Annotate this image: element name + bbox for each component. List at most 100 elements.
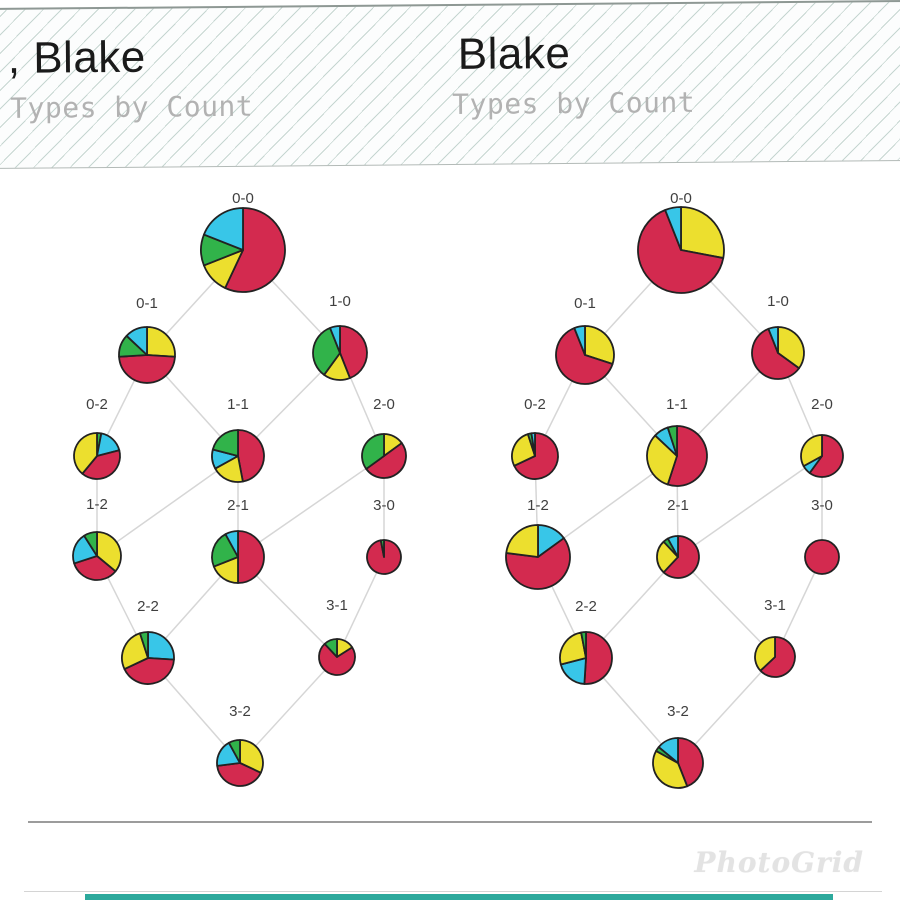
pie-node-0-2-1: 2-1 — [211, 497, 265, 584]
pie-node-1-0-1: 0-1 — [555, 295, 615, 385]
pie-slice-yellow — [800, 434, 823, 468]
pie-slice-red — [677, 737, 704, 788]
pie-slice-green — [666, 425, 678, 457]
pie-slice-red — [808, 434, 844, 478]
pie-node-label: 0-2 — [524, 396, 546, 413]
pie-node-label: 0-2 — [86, 396, 108, 413]
pie-node-0-3-1: 3-1 — [318, 597, 356, 676]
pie-node-label: 3-1 — [764, 597, 786, 614]
pie-node-label: 2-1 — [667, 497, 689, 514]
pie-node-label: 2-0 — [811, 396, 833, 413]
left-panel-subtitle: Types by Count — [10, 89, 254, 125]
pie-node-0-0-0: 0-0 — [200, 190, 286, 293]
pie-slice-red — [237, 429, 265, 483]
pie-node-label: 2-2 — [575, 598, 597, 615]
pie-node-label: 3-1 — [326, 597, 348, 614]
pie-slice-green — [83, 531, 98, 557]
pie-slice-red — [513, 432, 559, 480]
pie-slice-yellow — [646, 434, 678, 486]
pie-slice-red — [637, 209, 725, 294]
pie-node-label: 1-0 — [329, 293, 351, 310]
pie-slice-green — [312, 327, 341, 376]
pie-slice-red — [81, 449, 121, 480]
pie-node-label: 3-2 — [229, 703, 251, 720]
pie-slice-yellow — [121, 632, 149, 670]
pie-slice-red — [73, 555, 117, 581]
pie-node-0-1-1: 1-1 — [211, 396, 265, 483]
pie-slice-green — [211, 429, 239, 457]
pie-slice-red — [804, 539, 840, 575]
pie-node-label: 3-2 — [667, 703, 689, 720]
pie-slice-red — [339, 325, 368, 379]
pie-slice-red — [318, 642, 356, 676]
left-panel-title: , Blake — [7, 32, 146, 83]
lattice-edge — [96, 455, 239, 557]
pie-slice-red — [555, 327, 614, 385]
right-panel-title: Blake — [457, 28, 571, 79]
pie-slice-red — [365, 442, 407, 479]
pie-slice-cyan — [666, 535, 679, 558]
pie-slice-yellow — [505, 524, 539, 558]
pie-slice-green — [139, 631, 149, 659]
pie-node-label: 0-0 — [670, 190, 692, 207]
pie-slice-green — [323, 638, 338, 658]
pie-slice-red — [759, 636, 796, 678]
pie-node-0-0-1: 0-1 — [118, 295, 176, 384]
pie-node-label: 0-0 — [232, 190, 254, 207]
lattice-edge — [677, 455, 823, 558]
lattice-edge — [237, 455, 385, 558]
pie-slice-yellow — [652, 750, 689, 789]
pie-slice-cyan — [530, 432, 536, 457]
lattice-edge — [677, 556, 776, 658]
pie-node-label: 3-0 — [811, 497, 833, 514]
pie-node-1-3-1: 3-1 — [754, 597, 796, 678]
pie-slice-yellow — [73, 432, 98, 475]
pie-slice-red — [237, 530, 265, 584]
footer-divider-line — [28, 821, 872, 823]
pie-node-1-3-2: 3-2 — [652, 703, 704, 789]
right-panel-subtitle: Types by Count — [452, 85, 696, 121]
pie-slice-yellow — [559, 631, 587, 666]
pie-slice-green — [379, 539, 385, 558]
pie-node-label: 2-1 — [227, 497, 249, 514]
pie-node-0-3-2: 3-2 — [216, 703, 264, 787]
pie-slice-yellow — [511, 433, 536, 467]
pie-slice-green — [580, 631, 587, 659]
pie-node-1-1-1: 1-1 — [646, 396, 708, 487]
pie-slice-cyan — [125, 326, 148, 356]
pie-node-1-2-0: 2-0 — [800, 396, 844, 478]
pie-slice-red — [224, 207, 286, 293]
pie-slice-yellow — [146, 326, 176, 358]
pie-slice-red — [662, 535, 700, 579]
pie-node-label: 2-0 — [373, 396, 395, 413]
pie-node-label: 1-0 — [767, 293, 789, 310]
pie-node-1-3-0: 3-0 — [804, 497, 840, 575]
pie-node-0-0-2: 0-2 — [73, 396, 121, 480]
collage-cell-boundary-line — [24, 891, 882, 892]
pie-slice-red — [123, 657, 175, 685]
pie-slice-cyan — [329, 325, 341, 354]
pie-slice-yellow — [96, 531, 122, 573]
header-band: , Blake Types by Count Blake Types by Co… — [0, 0, 900, 170]
pie-node-1-0-2: 0-2 — [511, 396, 559, 480]
pie-slice-yellow — [777, 326, 805, 370]
pie-node-label: 1-1 — [227, 396, 249, 413]
pie-slice-cyan — [767, 326, 779, 354]
pie-node-1-1-0: 1-0 — [751, 293, 805, 380]
pie-node-label: 1-2 — [86, 496, 108, 513]
pie-slice-red — [118, 354, 176, 384]
pie-slice-yellow — [680, 206, 725, 259]
pie-slice-green — [361, 433, 385, 470]
pie-slice-red — [583, 631, 613, 685]
pie-slice-cyan — [203, 207, 244, 251]
pie-node-1-1-2: 1-2 — [505, 497, 571, 590]
pie-node-label: 3-0 — [373, 497, 395, 514]
pie-slice-yellow — [754, 636, 776, 672]
pie-node-0-2-2: 2-2 — [121, 598, 175, 685]
pie-slice-red — [505, 537, 571, 590]
next-cell-strip — [85, 894, 833, 900]
pie-slice-cyan — [224, 530, 239, 558]
pie-node-1-2-2: 2-2 — [559, 598, 613, 685]
pie-node-0-1-2: 1-2 — [72, 496, 122, 581]
